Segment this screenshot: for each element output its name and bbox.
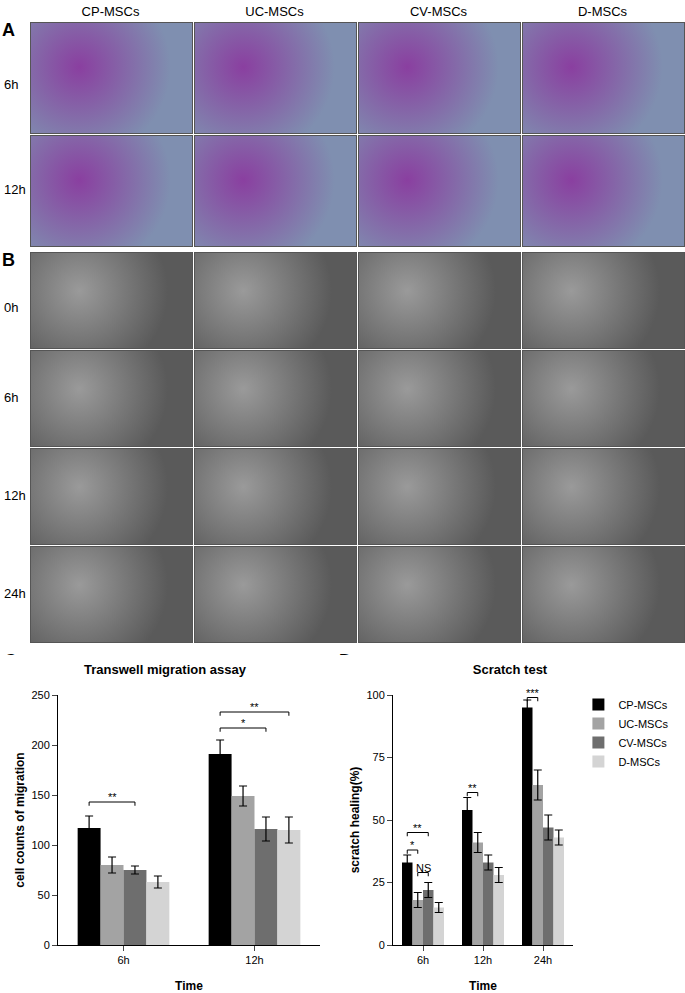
svg-text:NS: NS (416, 862, 431, 874)
svg-text:24h: 24h (534, 954, 552, 966)
html-text:6h: 6h (4, 389, 19, 405)
svg-text:***: *** (526, 687, 540, 699)
svg-text:*: * (241, 717, 246, 729)
svg-text:Scratch test: Scratch test (473, 662, 548, 677)
svg-text:D-MSCs: D-MSCs (618, 756, 660, 768)
svg-text:50: 50 (38, 889, 50, 901)
svg-text:*: * (410, 839, 415, 851)
svg-text:CP-MSCs: CP-MSCs (618, 699, 667, 711)
svg-text:150: 150 (31, 789, 49, 801)
html-text:12h: 12h (4, 182, 26, 197)
html-text:24h: 24h (4, 585, 26, 601)
svg-text:250: 250 (31, 689, 49, 701)
svg-text:Time: Time (469, 979, 497, 993)
svg-text:25: 25 (373, 876, 385, 888)
svg-text:**: ** (413, 822, 422, 834)
svg-text:75: 75 (373, 751, 385, 763)
svg-text:**: ** (468, 782, 477, 794)
svg-text:12h: 12h (245, 954, 263, 966)
svg-text:100: 100 (366, 689, 384, 701)
svg-text:**: ** (108, 791, 117, 803)
svg-text:CV-MSCs: CV-MSCs (618, 737, 667, 749)
svg-text:Transwell migration assay: Transwell migration assay (84, 662, 247, 677)
svg-text:50: 50 (373, 814, 385, 826)
html-text:CV-MSCs: CV-MSCs (410, 4, 467, 19)
svg-text:0: 0 (44, 939, 50, 951)
svg-text:Time: Time (175, 979, 203, 993)
svg-text:0: 0 (379, 939, 385, 951)
svg-text:cell counts of migration: cell counts of migration (13, 752, 27, 887)
svg-text:12h: 12h (474, 954, 492, 966)
svg-text:6h: 6h (117, 954, 129, 966)
html-text:0h: 0h (4, 299, 19, 315)
svg-text:200: 200 (31, 739, 49, 751)
html-text:A: A (2, 20, 15, 40)
html-text:B: B (2, 250, 15, 270)
html-text:6h: 6h (4, 77, 19, 92)
html-text:12h: 12h (4, 487, 26, 503)
svg-text:6h: 6h (417, 954, 429, 966)
svg-text:**: ** (250, 701, 259, 713)
html-text:D: D (339, 651, 352, 671)
svg-text:UC-MSCs: UC-MSCs (618, 718, 668, 730)
html-text:UC-MSCs: UC-MSCs (245, 4, 304, 19)
html-text:D-MSCs: D-MSCs (577, 4, 627, 19)
html-text:C: C (4, 651, 17, 671)
html-text:CP-MSCs: CP-MSCs (81, 4, 140, 19)
svg-text:scratch healing(%): scratch healing(%) (348, 767, 362, 874)
svg-text:100: 100 (31, 839, 49, 851)
